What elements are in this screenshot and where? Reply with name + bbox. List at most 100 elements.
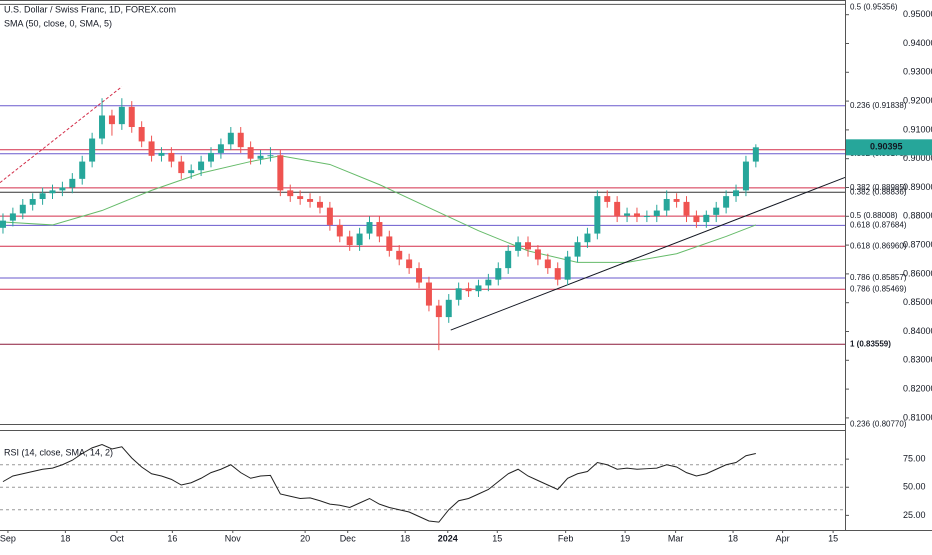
candle-body (336, 224, 343, 237)
candle-body (59, 187, 66, 191)
candle-body (168, 152, 175, 162)
x-tick-label: Oct (110, 533, 125, 543)
candle-body (723, 196, 730, 208)
candle-body (227, 132, 234, 145)
candle-body (396, 250, 403, 260)
candle-body (297, 196, 304, 200)
fib-label: 0.786 (0.85469) (850, 284, 907, 293)
fib-label: 0.618 (0.87684) (850, 221, 907, 230)
x-tick-label: 2024 (438, 533, 458, 543)
x-tick-label: Feb (558, 533, 574, 543)
candle-body (237, 132, 244, 148)
candle-body (356, 233, 363, 246)
candle-body (643, 216, 650, 218)
candle-body (267, 155, 274, 157)
x-tick-label: Sep (0, 533, 16, 543)
x-tick-label: Mar (668, 533, 684, 543)
candle-body (534, 249, 541, 260)
candle-body (158, 152, 165, 156)
candle-body (49, 190, 56, 194)
candle-body (376, 222, 383, 237)
candle-body (9, 213, 16, 221)
candle-body (118, 106, 125, 125)
x-tick-label: 20 (300, 533, 310, 543)
candle-body (366, 222, 373, 234)
candle-body (435, 305, 442, 318)
candle-body (742, 161, 749, 191)
fib-label: 1 (0.83559) (850, 339, 891, 348)
fib-label: 0.786 (0.85857) (850, 273, 907, 282)
x-tick-label: 18 (400, 533, 410, 543)
candle-body (257, 155, 264, 159)
candle-body (584, 233, 591, 243)
symbol-title: U.S. Dollar / Swiss Franc, 1D, FOREX.com (4, 4, 176, 14)
candle-body (495, 268, 502, 280)
candle-body (554, 268, 561, 280)
candle-body (39, 193, 46, 200)
candle-body (69, 178, 76, 188)
candle-body (79, 161, 86, 179)
x-tick-label: Nov (225, 533, 242, 543)
candle-body (703, 214, 710, 223)
candle-body (416, 268, 423, 283)
rsi-label: RSI (14, close, SMA, 14, 2) (4, 447, 113, 457)
candle-body (465, 288, 472, 292)
candle-body (287, 190, 294, 197)
candle-body (475, 285, 482, 292)
candle-body (277, 155, 284, 191)
fib-label: 0.382 (0.88985) (850, 183, 907, 192)
x-tick-label: 18 (60, 533, 70, 543)
candle-body (316, 201, 323, 208)
fib-label: 0.5 (0.88008) (850, 211, 898, 220)
candle-body (713, 207, 720, 215)
sma-label: SMA (50, close, 0, SMA, 5) (4, 18, 112, 28)
candle-body (307, 199, 314, 202)
fib-label: 0.236 (0.80770) (850, 420, 907, 429)
candle-body (425, 282, 432, 306)
candle-body (0, 220, 6, 228)
rsi-tick-label: 75.00 (903, 454, 926, 464)
candle-body (594, 196, 601, 234)
price-tag (846, 139, 932, 156)
candle-body (128, 106, 135, 128)
candle-body (178, 161, 185, 174)
candle-body (683, 201, 690, 216)
x-tick-label: Dec (340, 533, 357, 543)
candle-body (604, 196, 611, 202)
candle-body (19, 204, 26, 214)
dashed-trendline (0, 86, 123, 183)
rsi-tick-label: 50.00 (903, 482, 926, 492)
candle-body (445, 299, 452, 318)
x-tick-label: Apr (776, 533, 790, 543)
rsi-line (2, 443, 756, 523)
candle-body (208, 152, 215, 162)
candle-body (653, 210, 660, 217)
candle-body (515, 242, 522, 251)
trendline (450, 176, 846, 331)
candle-body (564, 256, 571, 280)
candle-body (108, 115, 115, 125)
candle-body (614, 201, 621, 216)
candle-body (624, 213, 631, 216)
candle-body (247, 147, 254, 159)
candle-body (406, 259, 413, 269)
fib-label: 0.382 (0.88836) (850, 187, 907, 196)
fib-label: 0.618 (0.86960) (850, 241, 907, 250)
candle-body (138, 127, 145, 142)
x-tick-label: 18 (728, 533, 738, 543)
candle-body (29, 199, 36, 205)
sma-line (2, 155, 757, 263)
candle-body (485, 279, 492, 286)
